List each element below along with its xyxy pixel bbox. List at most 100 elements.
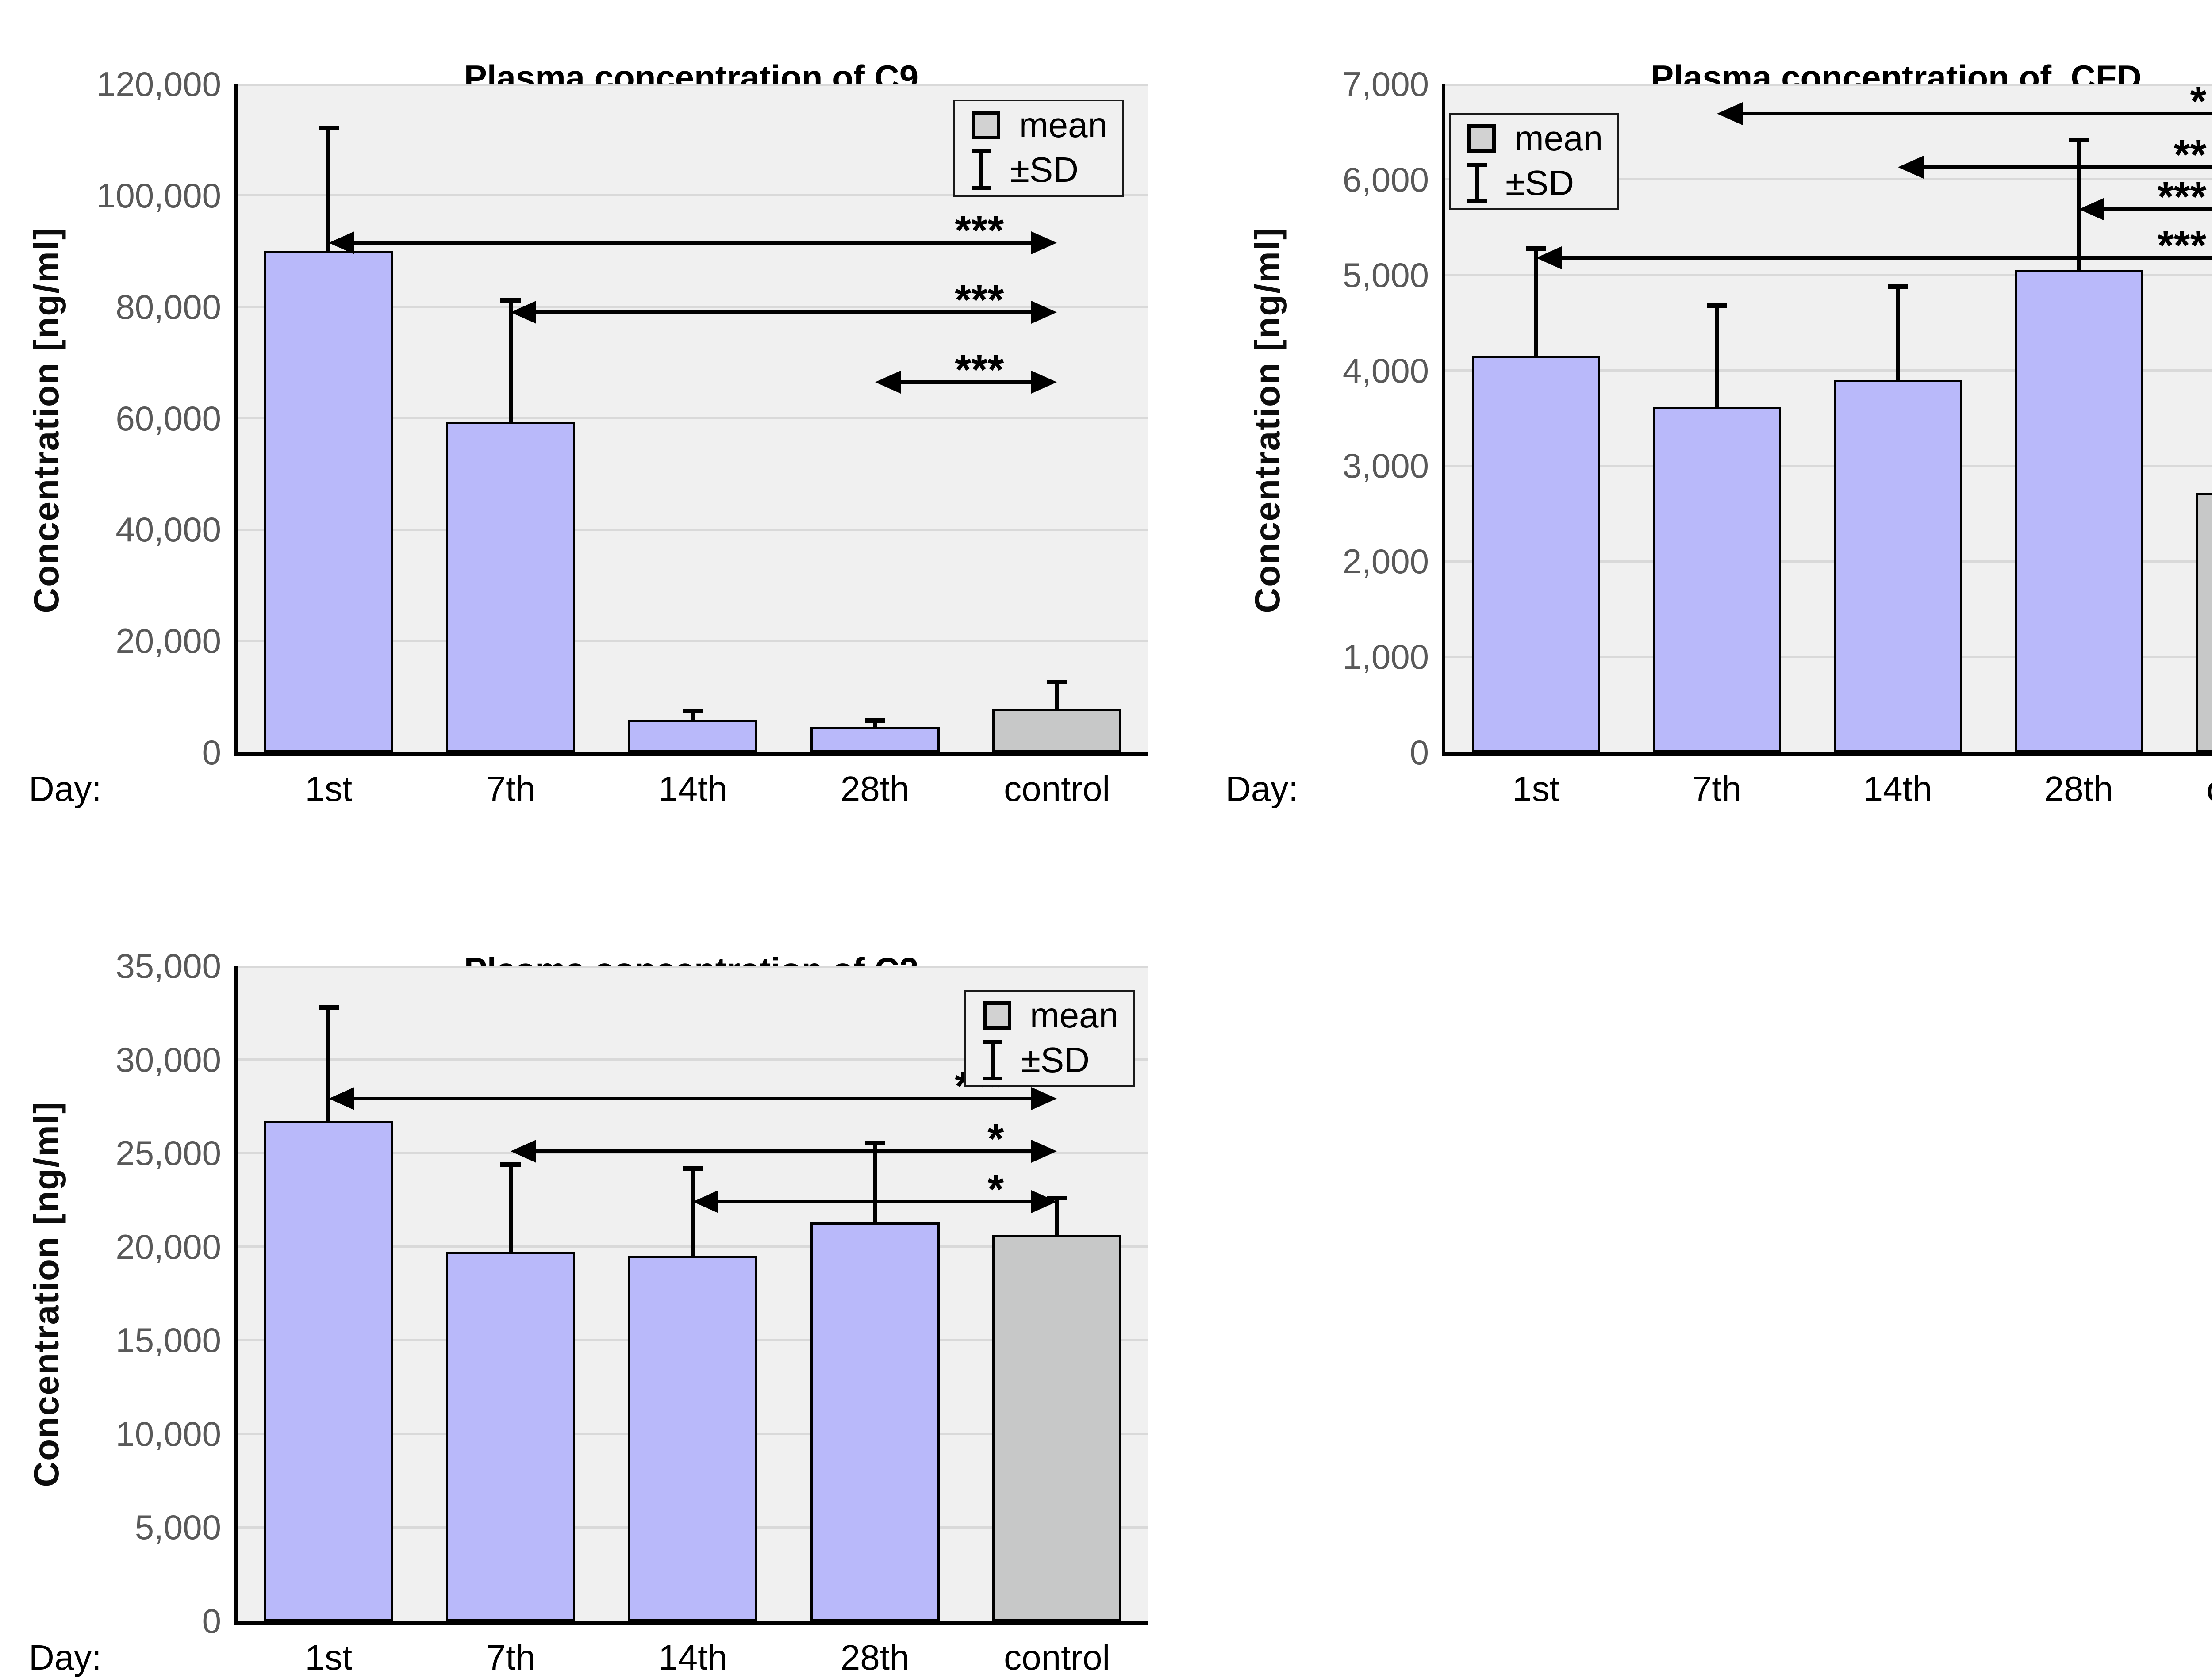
legend: mean ±SD	[964, 990, 1135, 1087]
arrow-head-left-icon	[1536, 246, 1562, 269]
y-tick-label: 30,000	[27, 1040, 221, 1080]
significance-label: ***	[2003, 225, 2207, 267]
significance-label: *	[800, 1168, 1004, 1211]
legend-sd-label: ±SD	[1505, 163, 1574, 203]
y-tick-label: 4,000	[1234, 351, 1429, 391]
x-category-label: 28th	[787, 1637, 964, 1678]
bar-control	[992, 1235, 1121, 1621]
error-bar-cap	[1047, 680, 1067, 684]
x-axis-day-label: Day:	[29, 769, 102, 809]
significance-label: ***	[800, 279, 1004, 321]
legend-row-mean: mean	[972, 104, 1122, 146]
bar-7th	[446, 422, 575, 752]
y-tick-label: 35,000	[27, 946, 221, 986]
legend: mean ±SD	[953, 100, 1124, 197]
arrow-head-right-icon	[1031, 1190, 1057, 1213]
legend-mean-label: mean	[1030, 995, 1118, 1036]
x-category-label: 28th	[1990, 769, 2167, 809]
y-tick-label: 10,000	[27, 1414, 221, 1454]
significance-label: ***	[800, 210, 1004, 252]
significance-label: ***	[2003, 176, 2207, 218]
legend-sd-label: ±SD	[1010, 149, 1079, 190]
y-tick-label: 100,000	[27, 176, 221, 215]
x-category-label: control	[2171, 769, 2212, 809]
y-tick-label: 5,000	[1234, 255, 1429, 295]
y-tick-label: 3,000	[1234, 446, 1429, 486]
legend-error-bar-icon	[983, 1040, 1002, 1080]
significance-label: *	[2003, 80, 2207, 123]
bar-14th	[1834, 380, 1962, 752]
y-tick-label: 25,000	[27, 1133, 221, 1173]
arrow-head-left-icon	[1717, 102, 1743, 125]
bar-14th	[628, 1256, 757, 1621]
x-category-label: control	[968, 769, 1145, 809]
legend-row-sd: ±SD	[983, 1039, 1133, 1081]
y-tick-label: 6,000	[1234, 160, 1429, 199]
arrow-head-right-icon	[1031, 371, 1057, 394]
bar-28th	[810, 1222, 940, 1621]
y-tick-label: 0	[1234, 732, 1429, 772]
significance-label: *	[800, 1118, 1004, 1160]
error-bar	[1055, 680, 1059, 710]
x-category-label: 14th	[604, 1637, 781, 1678]
legend-row-sd: ±SD	[972, 149, 1122, 191]
legend-sd-label: ±SD	[1021, 1040, 1090, 1080]
error-bar-cap	[319, 126, 339, 130]
y-tick-label: 2,000	[1234, 541, 1429, 581]
y-tick-label: 0	[27, 1601, 221, 1641]
bar-14th	[628, 720, 757, 752]
bar-28th	[2015, 270, 2143, 752]
legend-row-sd: ±SD	[1467, 162, 1617, 204]
y-tick-label: 40,000	[27, 510, 221, 549]
bar-control	[992, 709, 1121, 752]
y-tick-label: 80,000	[27, 287, 221, 327]
bar-control	[2196, 493, 2212, 752]
arrow-head-right-icon	[1031, 1140, 1057, 1163]
bar-7th	[446, 1252, 575, 1621]
x-category-label: 14th	[604, 769, 781, 809]
bar-1st	[264, 1121, 393, 1621]
arrow-head-left-icon	[511, 1140, 536, 1163]
x-axis-day-label: Day:	[29, 1637, 102, 1678]
error-bar	[509, 1162, 513, 1253]
error-bar-cap	[1888, 284, 1908, 289]
bar-7th	[1653, 407, 1781, 752]
error-bar	[1896, 284, 1900, 381]
x-category-label: 7th	[422, 769, 599, 809]
legend-row-mean: mean	[1467, 117, 1617, 159]
legend-row-mean: mean	[983, 994, 1133, 1036]
y-tick-label: 0	[27, 732, 221, 772]
chart-c9: Plasma concentration of C9 Concentration…	[24, 9, 1166, 893]
y-tick-label: 120,000	[27, 64, 221, 104]
y-tick-label: 1,000	[1234, 637, 1429, 677]
error-bar	[1715, 303, 1719, 408]
arrow-head-left-icon	[1898, 156, 1924, 179]
legend-mean-label: mean	[1514, 118, 1603, 159]
arrow-head-right-icon	[1031, 231, 1057, 254]
legend-error-bar-icon	[1467, 163, 1487, 203]
legend-mean-label: mean	[1019, 105, 1107, 146]
significance-label: **	[2003, 134, 2207, 176]
y-tick-label: 60,000	[27, 398, 221, 438]
chart-c2: Plasma concentration of C2 Concentration…	[24, 911, 1166, 1670]
error-bar-cap	[865, 718, 885, 723]
legend-mean-swatch-icon	[1467, 124, 1496, 153]
x-category-label: 1st	[240, 1637, 417, 1678]
bar-1st	[264, 251, 393, 752]
y-tick-label: 7,000	[1234, 64, 1429, 104]
legend: mean ±SD	[1449, 113, 1619, 210]
gridline	[238, 966, 1148, 968]
x-category-label: 28th	[787, 769, 964, 809]
gridline	[238, 84, 1148, 86]
error-bar-cap	[500, 1162, 521, 1167]
bar-1st	[1472, 356, 1600, 752]
error-bar-cap	[1707, 303, 1727, 308]
arrow-head-right-icon	[1031, 1087, 1057, 1110]
error-bar-cap	[683, 709, 703, 713]
y-tick-label: 20,000	[27, 621, 221, 661]
x-category-label: 14th	[1809, 769, 1986, 809]
y-tick-label: 15,000	[27, 1320, 221, 1360]
arrow-head-left-icon	[511, 301, 536, 324]
x-category-label: 7th	[1628, 769, 1805, 809]
arrow-head-left-icon	[693, 1190, 718, 1213]
